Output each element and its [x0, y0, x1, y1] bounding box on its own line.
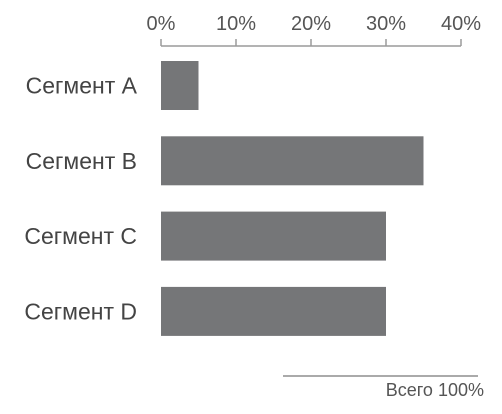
- category-label: Сегмент A: [26, 73, 138, 99]
- bar: [161, 136, 424, 186]
- bar: [161, 286, 386, 336]
- category-labels: Сегмент A Сегмент B Сегмент C Сегмент D: [24, 73, 137, 325]
- total-note: Всего 100%: [386, 380, 484, 400]
- bars: [161, 61, 424, 336]
- x-tick-label: 30%: [366, 13, 406, 35]
- total-note-group: Всего 100%: [283, 375, 484, 400]
- bar: [161, 61, 199, 110]
- x-tick-label: 20%: [291, 13, 331, 35]
- bar: [161, 211, 386, 261]
- x-tick-label: 0%: [147, 13, 176, 35]
- category-label: Сегмент B: [26, 148, 137, 174]
- x-tick-label: 40%: [441, 13, 481, 35]
- category-label: Сегмент C: [24, 223, 137, 249]
- x-axis: 0% 10% 20% 30% 40%: [147, 13, 481, 47]
- category-label: Сегмент D: [24, 298, 137, 324]
- x-tick-label: 10%: [216, 13, 256, 35]
